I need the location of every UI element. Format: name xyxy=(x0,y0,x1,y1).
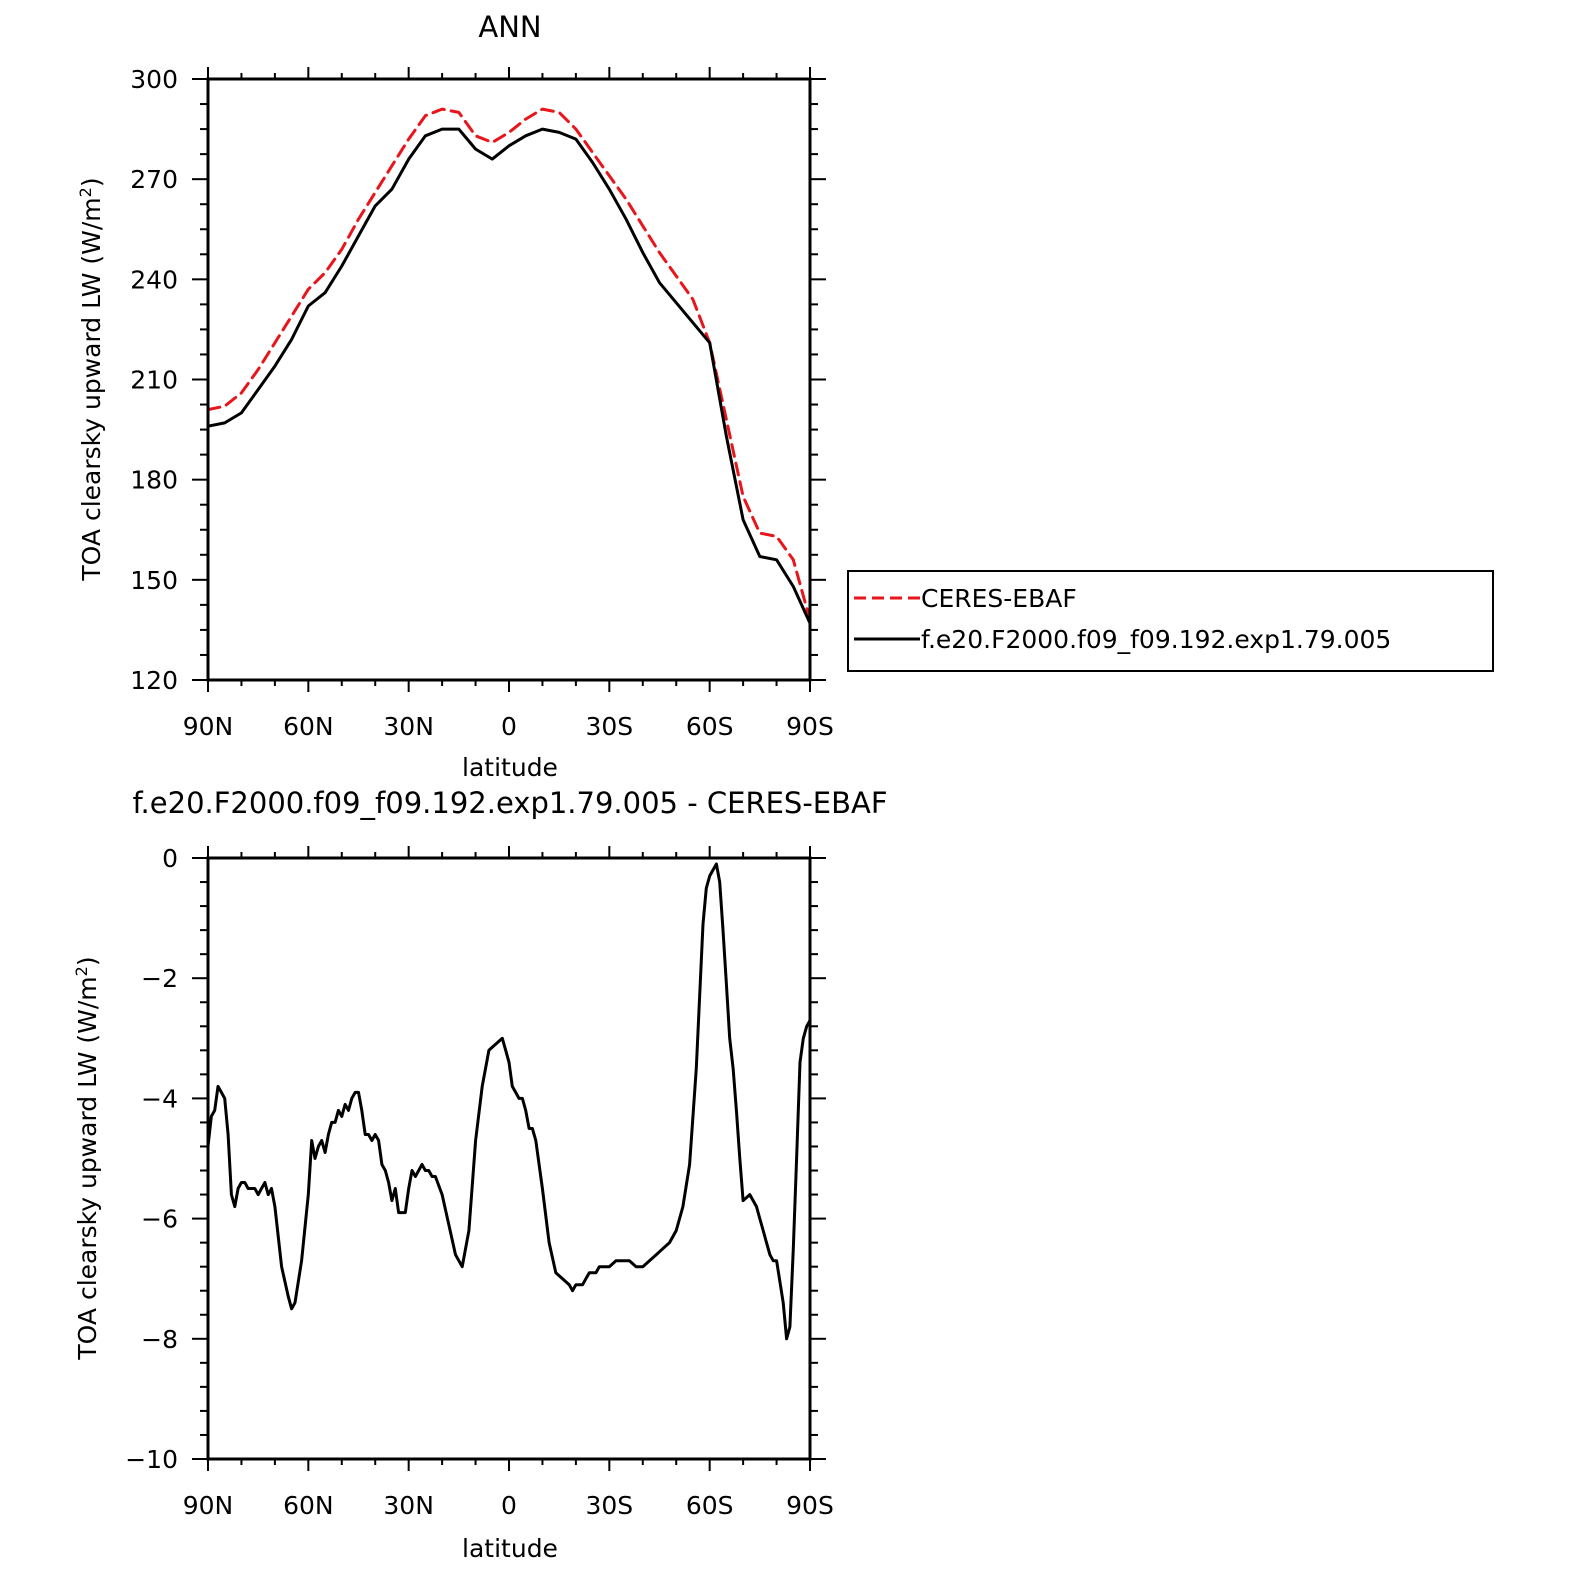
x-tick-labels: 90N 60N 30N 0 30S 60S 90S xyxy=(183,1491,834,1520)
y-tick-label: 270 xyxy=(130,165,178,194)
x-tick-label-90S: 90S xyxy=(786,1491,834,1520)
y-tick-label: −4 xyxy=(141,1084,178,1113)
y-axis-title-main: TOA clearsky upward LW (W/m xyxy=(73,976,102,1360)
x-tick-label-90N: 90N xyxy=(183,712,234,741)
difference-chart-title: f.e20.F2000.f09_f09.192.exp1.79.005 - CE… xyxy=(132,786,887,820)
x-tick-label-60N: 60N xyxy=(283,712,334,741)
y-axis-title-superscript: 2 xyxy=(76,187,95,197)
y-axis-title-superscript: 2 xyxy=(72,966,91,976)
plot-frame xyxy=(206,77,812,682)
x-axis-title: latitude xyxy=(462,753,558,782)
y-tick-label: −2 xyxy=(141,964,178,993)
x-tick-label-60S: 60S xyxy=(686,712,734,741)
y-tick-label: 0 xyxy=(162,844,178,873)
y-tick-labels: 120 150 180 210 240 270 300 xyxy=(130,65,178,695)
x-tick-label-30N: 30N xyxy=(383,712,434,741)
y-tick-labels: −10 −8 −6 −4 −2 0 xyxy=(125,844,178,1474)
x-tick-labels: 90N 60N 30N 0 30S 60S 90S xyxy=(183,712,834,741)
x-tick-label-90N: 90N xyxy=(183,1491,234,1520)
y-axis-title: TOA clearsky upward LW (W/m2) xyxy=(76,177,106,581)
y-tick-label: −8 xyxy=(141,1325,178,1354)
y-tick-label: 180 xyxy=(130,466,178,495)
x-tick-label-0: 0 xyxy=(501,1491,517,1520)
y-tick-label: 120 xyxy=(130,666,178,695)
y-axis-title-close: ) xyxy=(73,956,102,966)
y-tick-label: 150 xyxy=(130,566,178,595)
legend-box xyxy=(847,570,1494,672)
y-axis-title: TOA clearsky upward LW (W/m2) xyxy=(72,956,102,1360)
x-axis-title: latitude xyxy=(462,1534,558,1563)
y-tick-label: −6 xyxy=(141,1205,178,1234)
y-axis-title-main: TOA clearsky upward LW (W/m xyxy=(77,197,106,581)
legend: CERES-EBAF f.e20.F2000.f09_f09.192.exp1.… xyxy=(847,570,1494,672)
series-layer xyxy=(206,862,812,1341)
y-axis-title-close: ) xyxy=(77,177,106,187)
y-tick-label: 240 xyxy=(130,265,178,294)
legend-label-model: f.e20.F2000.f09_f09.192.exp1.79.005 xyxy=(921,625,1391,654)
panel-annual-mean: ANN 90N 60N 30N 0 30S 60S 90S 120 150 18… xyxy=(76,10,834,782)
y-tick-label: −10 xyxy=(125,1445,178,1474)
x-tick-label-0: 0 xyxy=(501,712,517,741)
x-tick-label-90S: 90S xyxy=(786,712,834,741)
plot-frame xyxy=(206,856,812,1461)
ticks-layer xyxy=(192,846,826,1471)
series-line-ceres-ebaf xyxy=(206,107,812,622)
series-line-model xyxy=(206,127,812,625)
panel-difference: f.e20.F2000.f09_f09.192.exp1.79.005 - CE… xyxy=(72,786,888,1563)
series-layer xyxy=(206,107,812,625)
x-tick-label-30S: 30S xyxy=(585,1491,633,1520)
y-tick-label: 210 xyxy=(130,366,178,395)
x-tick-label-60S: 60S xyxy=(686,1491,734,1520)
x-tick-label-30N: 30N xyxy=(383,1491,434,1520)
y-tick-label: 300 xyxy=(130,65,178,94)
chart-title: ANN xyxy=(478,10,541,44)
series-line-difference xyxy=(206,862,812,1341)
ticks-layer xyxy=(192,67,826,692)
x-tick-label-60N: 60N xyxy=(283,1491,334,1520)
x-tick-label-30S: 30S xyxy=(585,712,633,741)
legend-label-ceres-ebaf: CERES-EBAF xyxy=(921,584,1077,613)
